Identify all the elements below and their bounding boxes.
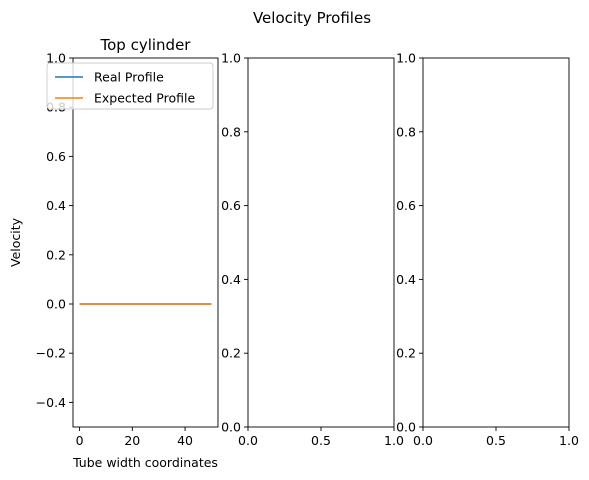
axes-3: 0.0 0.5 1.0 0.0 0.2 0.4 0.6 0.8 1.0: [396, 51, 579, 449]
y-tick-label: 0.6: [46, 149, 66, 164]
y-tick-label: 0.8: [396, 124, 416, 139]
legend-entry-2: Expected Profile: [94, 91, 195, 106]
x-tick-label: 0.0: [413, 433, 433, 448]
y-tick-label: 1.0: [396, 51, 416, 66]
y-axis-label: Velocity: [8, 217, 23, 267]
plot-area: [73, 58, 218, 427]
x-tick-label: 0.5: [486, 433, 506, 448]
y-tick-label: 0.2: [221, 346, 241, 361]
y-tick-label: 0.4: [46, 198, 66, 213]
y-tick-label: 0.2: [396, 346, 416, 361]
y-tick-label: 0.6: [221, 198, 241, 213]
y-tick-label: −0.4: [36, 395, 66, 410]
x-tick-label: 0.0: [238, 433, 258, 448]
x-tick-label: 40: [177, 433, 193, 448]
y-tick-label: −0.2: [36, 346, 66, 361]
y-tick-label: 0.0: [221, 420, 241, 435]
y-tick-label: 1.0: [221, 51, 241, 66]
x-tick-label: 0: [76, 433, 84, 448]
y-tick-label: 0.2: [46, 247, 66, 262]
y-tick-label: 0.6: [396, 198, 416, 213]
y-tick-label: 0.4: [396, 272, 416, 287]
x-axis-label: Tube width coordinates: [72, 455, 218, 470]
y-tick-label: 0.4: [221, 272, 241, 287]
axes-layer: 0 20 40 −0.4 −0.2 0.0 0.2 0.4 0.6 0.8 1.0 Top cylin…: [8, 36, 579, 470]
figure-suptitle: Velocity Profiles: [253, 9, 371, 27]
y-tick-label: 0.8: [221, 124, 241, 139]
legend-entry-1: Real Profile: [94, 70, 164, 85]
x-tick-label: 0.5: [311, 433, 331, 448]
x-tick-label: 1.0: [384, 433, 404, 448]
legend-box: [46, 62, 214, 110]
plot-area: [248, 58, 394, 427]
plot-area: [423, 58, 569, 427]
axes-2: 0.0 0.5 1.0 0.0 0.2 0.4 0.6 0.8 1.0: [221, 51, 404, 449]
y-tick-label: 0.0: [46, 297, 66, 312]
y-tick-label: 0.0: [396, 420, 416, 435]
axes-title: Top cylinder: [100, 36, 192, 54]
axes-frame: [72, 57, 219, 428]
legend: Real Profile Expected Profile: [46, 62, 214, 110]
y-tick-label: 1.0: [46, 51, 66, 66]
x-tick-label: 1.0: [559, 433, 579, 448]
x-tick-label: 20: [124, 433, 140, 448]
